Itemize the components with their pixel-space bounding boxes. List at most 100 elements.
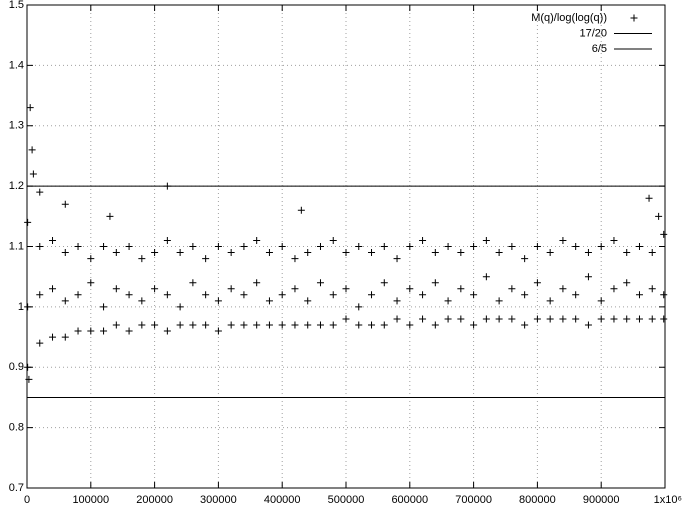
- point: [655, 212, 663, 220]
- point: [36, 188, 44, 196]
- point: [470, 321, 478, 329]
- point: [342, 285, 350, 293]
- point: [112, 321, 120, 329]
- x-tick-label: 400000: [264, 494, 301, 506]
- point: [87, 279, 95, 287]
- point: [495, 249, 503, 257]
- point: [316, 321, 324, 329]
- point: [355, 321, 363, 329]
- point: [457, 249, 465, 257]
- point: [189, 279, 197, 287]
- y-tick-label: 1.1: [9, 240, 24, 252]
- point: [106, 212, 114, 220]
- point: [521, 321, 529, 329]
- point: [482, 273, 490, 281]
- point: [176, 249, 184, 257]
- point: [125, 243, 133, 250]
- point: [112, 285, 120, 293]
- point: [355, 303, 363, 311]
- point: [444, 297, 452, 305]
- point: [202, 255, 210, 263]
- point: [202, 321, 210, 329]
- point: [125, 291, 133, 299]
- point: [163, 236, 171, 244]
- x-tick-label: 100000: [72, 494, 109, 506]
- point: [227, 285, 235, 293]
- point: [597, 297, 605, 305]
- point: [470, 243, 478, 250]
- point: [533, 243, 541, 250]
- point: [100, 303, 108, 311]
- point: [508, 315, 516, 323]
- legend-label: 6/5: [592, 43, 607, 55]
- point: [419, 315, 427, 323]
- point: [28, 146, 36, 154]
- point: [329, 321, 337, 329]
- point: [635, 315, 643, 323]
- point: [278, 243, 286, 250]
- x-tick-label: 700000: [455, 494, 492, 506]
- point: [610, 315, 618, 323]
- point: [61, 297, 69, 305]
- x-tick-label: 0: [24, 494, 30, 506]
- point: [163, 327, 171, 335]
- plot-frame: [26, 4, 666, 489]
- point: [482, 236, 490, 244]
- point: [253, 321, 261, 329]
- point: [482, 315, 490, 323]
- point: [457, 285, 465, 293]
- point: [304, 321, 312, 329]
- point: [660, 315, 668, 323]
- point: [278, 291, 286, 299]
- point: [368, 321, 376, 329]
- point: [419, 236, 427, 244]
- point: [546, 297, 554, 305]
- point: [291, 321, 299, 329]
- y-tick-label: 1.4: [9, 59, 24, 71]
- point: [100, 327, 108, 335]
- point: [584, 321, 592, 329]
- point: [355, 243, 363, 250]
- point: [26, 104, 34, 112]
- point: [533, 279, 541, 287]
- point: [74, 327, 82, 335]
- point: [176, 321, 184, 329]
- point: [648, 315, 656, 323]
- point: [24, 363, 32, 371]
- point: [138, 297, 146, 305]
- point: [559, 285, 567, 293]
- point: [36, 339, 44, 347]
- legend-label: 17/20: [579, 27, 607, 39]
- point: [521, 291, 529, 299]
- point: [431, 321, 439, 329]
- y-tick-label: 0.9: [9, 361, 24, 373]
- point: [316, 243, 324, 250]
- point: [74, 243, 82, 250]
- legend-label: M(q)/log(log(q)): [531, 12, 607, 24]
- point: [240, 321, 248, 329]
- point: [342, 315, 350, 323]
- point: [100, 243, 108, 250]
- point: [546, 315, 554, 323]
- legend-marker: [630, 14, 638, 22]
- point: [610, 236, 618, 244]
- point: [329, 291, 337, 299]
- point: [635, 243, 643, 250]
- point: [380, 243, 388, 250]
- point: [36, 291, 44, 299]
- point: [74, 291, 82, 299]
- point: [648, 285, 656, 293]
- point: [304, 249, 312, 257]
- point: [572, 243, 580, 250]
- point: [25, 375, 33, 383]
- point: [660, 291, 668, 299]
- point: [24, 218, 32, 226]
- point: [214, 327, 222, 335]
- point: [189, 321, 197, 329]
- point: [342, 249, 350, 257]
- y-tick-label: 0.7: [9, 482, 24, 494]
- point: [112, 249, 120, 257]
- point: [457, 315, 465, 323]
- point: [495, 297, 503, 305]
